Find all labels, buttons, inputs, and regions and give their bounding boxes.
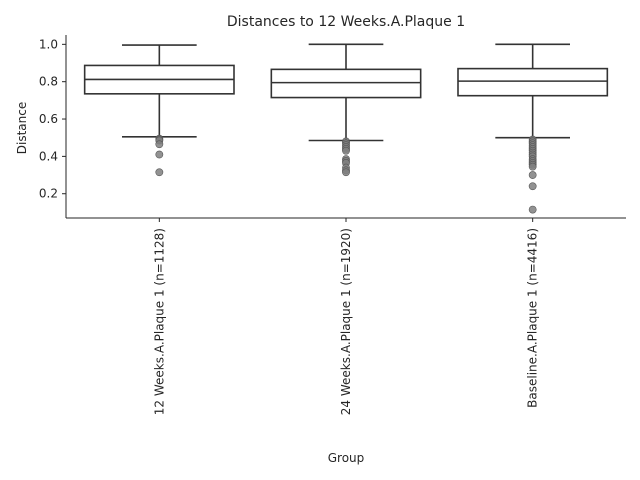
y-ticks: 0.2 0.4 0.6 0.8 1.0: [39, 37, 66, 201]
x-ticks: 12 Weeks.A.Plaque 1 (n=1128) 24 Weeks.A.P…: [152, 218, 540, 415]
y-tick-label: 1.0: [39, 37, 58, 51]
outlier-point: [528, 171, 537, 179]
outlier-point: [155, 150, 164, 159]
x-tick-label: Baseline.A.Plaque 1 (n=4416): [526, 228, 540, 408]
outlier-point: [342, 146, 350, 155]
iqr-box: [270, 68, 422, 99]
y-tick-label: 0.4: [39, 149, 58, 163]
y-axis-label: Distance: [15, 102, 29, 154]
outlier-point: [528, 205, 537, 214]
x-tick-label: 12 Weeks.A.Plaque 1 (n=1128): [152, 228, 166, 415]
chart-title: Distances to 12 Weeks.A.Plaque 1: [227, 14, 465, 30]
outlier-point: [155, 140, 164, 149]
plot-area: [83, 43, 609, 214]
y-tick-label: 0.2: [39, 187, 58, 201]
box-group: [83, 44, 235, 177]
x-axis-label: Group: [328, 451, 365, 465]
box-group: [270, 43, 422, 177]
iqr-box: [457, 67, 609, 97]
outlier-point: [528, 162, 537, 171]
y-tick-label: 0.6: [39, 112, 58, 126]
y-tick-label: 0.8: [39, 75, 58, 89]
x-tick-label: 24 Weeks.A.Plaque 1 (n=1920): [339, 228, 353, 415]
outlier-point: [155, 168, 164, 177]
box-group: [457, 43, 609, 214]
outlier-point: [342, 168, 350, 177]
outlier-point: [528, 182, 537, 191]
